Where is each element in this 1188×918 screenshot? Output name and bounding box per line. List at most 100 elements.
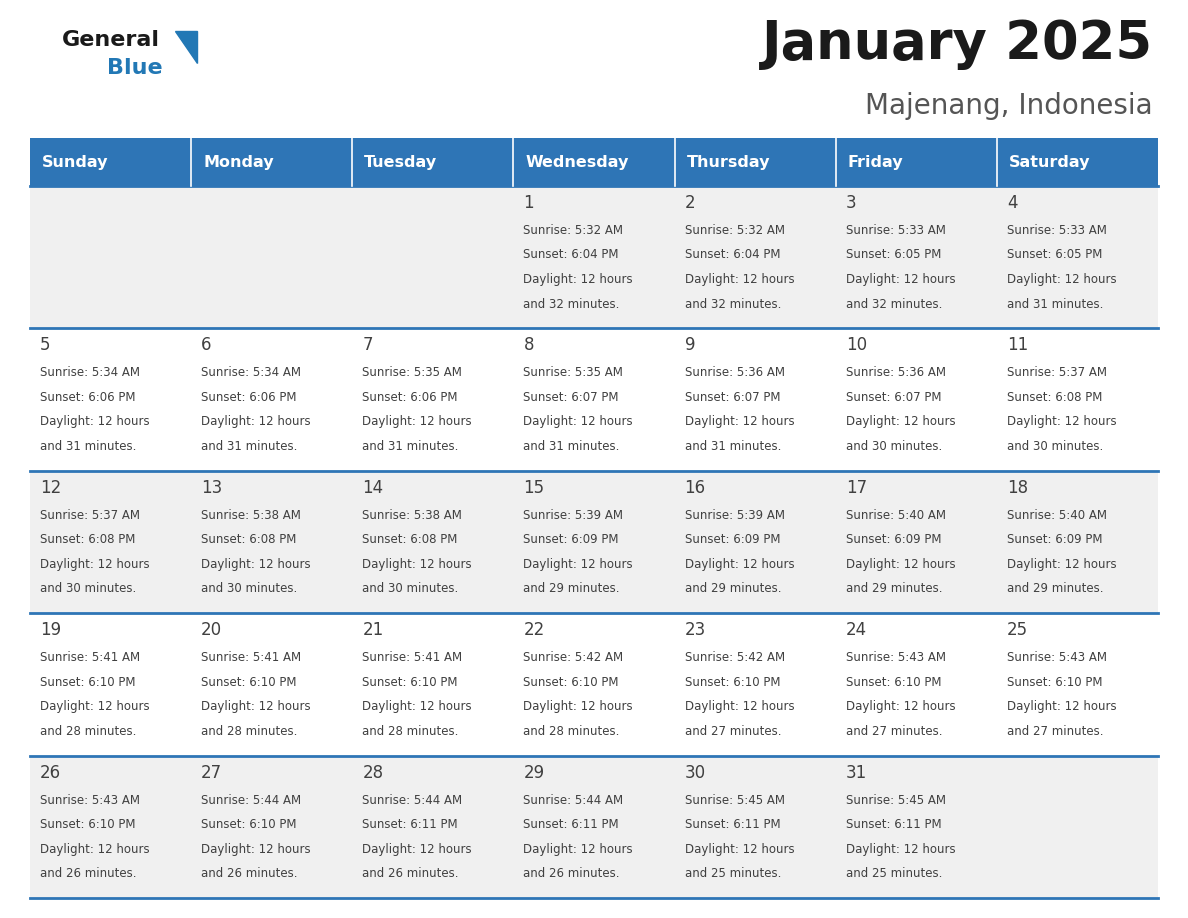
Text: Sunrise: 5:38 AM: Sunrise: 5:38 AM xyxy=(362,509,462,521)
Text: Sunrise: 5:34 AM: Sunrise: 5:34 AM xyxy=(40,366,140,379)
Text: 27: 27 xyxy=(201,764,222,781)
Text: 10: 10 xyxy=(846,336,867,354)
Text: Sunset: 6:09 PM: Sunset: 6:09 PM xyxy=(524,533,619,546)
Text: Sunrise: 5:42 AM: Sunrise: 5:42 AM xyxy=(524,651,624,665)
Text: Friday: Friday xyxy=(848,154,903,170)
Bar xyxy=(675,756,835,898)
Bar xyxy=(997,138,1158,186)
Text: Daylight: 12 hours: Daylight: 12 hours xyxy=(362,558,472,571)
Text: Daylight: 12 hours: Daylight: 12 hours xyxy=(846,700,955,713)
Text: Sunset: 6:10 PM: Sunset: 6:10 PM xyxy=(524,676,619,688)
Text: 16: 16 xyxy=(684,479,706,497)
Bar xyxy=(835,186,997,329)
Text: Daylight: 12 hours: Daylight: 12 hours xyxy=(1007,416,1117,429)
Bar xyxy=(675,186,835,329)
Text: Daylight: 12 hours: Daylight: 12 hours xyxy=(684,843,795,856)
Text: 20: 20 xyxy=(201,621,222,639)
Bar xyxy=(30,613,191,756)
Bar xyxy=(191,138,353,186)
Bar xyxy=(353,471,513,613)
Text: Thursday: Thursday xyxy=(687,154,770,170)
Text: 25: 25 xyxy=(1007,621,1028,639)
Text: Sunset: 6:06 PM: Sunset: 6:06 PM xyxy=(201,391,297,404)
Text: Daylight: 12 hours: Daylight: 12 hours xyxy=(201,558,311,571)
Text: Sunrise: 5:36 AM: Sunrise: 5:36 AM xyxy=(846,366,946,379)
Text: 12: 12 xyxy=(40,479,62,497)
Text: Daylight: 12 hours: Daylight: 12 hours xyxy=(684,273,795,286)
Text: and 26 minutes.: and 26 minutes. xyxy=(524,868,620,880)
Text: Sunset: 6:10 PM: Sunset: 6:10 PM xyxy=(40,676,135,688)
Text: Daylight: 12 hours: Daylight: 12 hours xyxy=(362,416,472,429)
Text: and 26 minutes.: and 26 minutes. xyxy=(40,868,137,880)
Text: General: General xyxy=(62,30,160,50)
Text: 24: 24 xyxy=(846,621,867,639)
Text: 15: 15 xyxy=(524,479,544,497)
Bar xyxy=(835,329,997,471)
Text: Sunset: 6:10 PM: Sunset: 6:10 PM xyxy=(362,676,457,688)
Text: Sunrise: 5:41 AM: Sunrise: 5:41 AM xyxy=(201,651,302,665)
Bar xyxy=(353,186,513,329)
Text: Sunrise: 5:36 AM: Sunrise: 5:36 AM xyxy=(684,366,784,379)
Text: 8: 8 xyxy=(524,336,533,354)
Text: 3: 3 xyxy=(846,194,857,212)
Bar xyxy=(675,138,835,186)
Text: Sunrise: 5:44 AM: Sunrise: 5:44 AM xyxy=(362,793,462,807)
Text: and 25 minutes.: and 25 minutes. xyxy=(684,868,781,880)
Text: Daylight: 12 hours: Daylight: 12 hours xyxy=(40,843,150,856)
Text: and 30 minutes.: and 30 minutes. xyxy=(1007,440,1104,453)
Text: and 29 minutes.: and 29 minutes. xyxy=(524,582,620,595)
Text: 13: 13 xyxy=(201,479,222,497)
Bar xyxy=(997,329,1158,471)
Text: Sunrise: 5:33 AM: Sunrise: 5:33 AM xyxy=(846,224,946,237)
Text: Sunrise: 5:37 AM: Sunrise: 5:37 AM xyxy=(1007,366,1107,379)
Bar xyxy=(353,138,513,186)
Text: Sunset: 6:11 PM: Sunset: 6:11 PM xyxy=(362,818,457,831)
Text: Daylight: 12 hours: Daylight: 12 hours xyxy=(1007,700,1117,713)
Text: Sunset: 6:09 PM: Sunset: 6:09 PM xyxy=(1007,533,1102,546)
Text: Sunrise: 5:42 AM: Sunrise: 5:42 AM xyxy=(684,651,785,665)
Text: and 30 minutes.: and 30 minutes. xyxy=(201,582,297,595)
Text: Sunset: 6:11 PM: Sunset: 6:11 PM xyxy=(524,818,619,831)
Text: and 28 minutes.: and 28 minutes. xyxy=(362,724,459,738)
Bar xyxy=(191,186,353,329)
Bar xyxy=(513,329,675,471)
Text: Sunset: 6:06 PM: Sunset: 6:06 PM xyxy=(40,391,135,404)
Text: 18: 18 xyxy=(1007,479,1028,497)
Text: Wednesday: Wednesday xyxy=(525,154,628,170)
Text: Sunset: 6:08 PM: Sunset: 6:08 PM xyxy=(1007,391,1102,404)
Text: Saturday: Saturday xyxy=(1009,154,1091,170)
Text: and 28 minutes.: and 28 minutes. xyxy=(40,724,137,738)
Bar xyxy=(997,471,1158,613)
Bar xyxy=(675,613,835,756)
Bar xyxy=(513,756,675,898)
Bar xyxy=(835,471,997,613)
Text: Sunset: 6:07 PM: Sunset: 6:07 PM xyxy=(684,391,781,404)
Text: and 31 minutes.: and 31 minutes. xyxy=(362,440,459,453)
Text: Sunset: 6:10 PM: Sunset: 6:10 PM xyxy=(684,676,781,688)
Text: Sunrise: 5:32 AM: Sunrise: 5:32 AM xyxy=(524,224,624,237)
Bar xyxy=(513,138,675,186)
Text: Daylight: 12 hours: Daylight: 12 hours xyxy=(362,700,472,713)
Text: 22: 22 xyxy=(524,621,544,639)
Text: and 31 minutes.: and 31 minutes. xyxy=(524,440,620,453)
Text: Daylight: 12 hours: Daylight: 12 hours xyxy=(524,416,633,429)
Text: and 25 minutes.: and 25 minutes. xyxy=(846,868,942,880)
Text: 14: 14 xyxy=(362,479,384,497)
Text: and 29 minutes.: and 29 minutes. xyxy=(1007,582,1104,595)
Text: Sunrise: 5:43 AM: Sunrise: 5:43 AM xyxy=(846,651,946,665)
Text: Sunrise: 5:32 AM: Sunrise: 5:32 AM xyxy=(684,224,784,237)
Text: 26: 26 xyxy=(40,764,61,781)
Text: Daylight: 12 hours: Daylight: 12 hours xyxy=(1007,558,1117,571)
Bar xyxy=(835,138,997,186)
Text: Sunrise: 5:33 AM: Sunrise: 5:33 AM xyxy=(1007,224,1107,237)
Text: Sunset: 6:10 PM: Sunset: 6:10 PM xyxy=(1007,676,1102,688)
Text: and 27 minutes.: and 27 minutes. xyxy=(684,724,781,738)
Text: and 32 minutes.: and 32 minutes. xyxy=(684,297,781,310)
Text: Monday: Monday xyxy=(203,154,273,170)
Text: and 29 minutes.: and 29 minutes. xyxy=(684,582,781,595)
Text: Sunset: 6:07 PM: Sunset: 6:07 PM xyxy=(524,391,619,404)
Text: and 31 minutes.: and 31 minutes. xyxy=(684,440,781,453)
Text: 9: 9 xyxy=(684,336,695,354)
Text: Daylight: 12 hours: Daylight: 12 hours xyxy=(362,843,472,856)
Text: Daylight: 12 hours: Daylight: 12 hours xyxy=(684,558,795,571)
